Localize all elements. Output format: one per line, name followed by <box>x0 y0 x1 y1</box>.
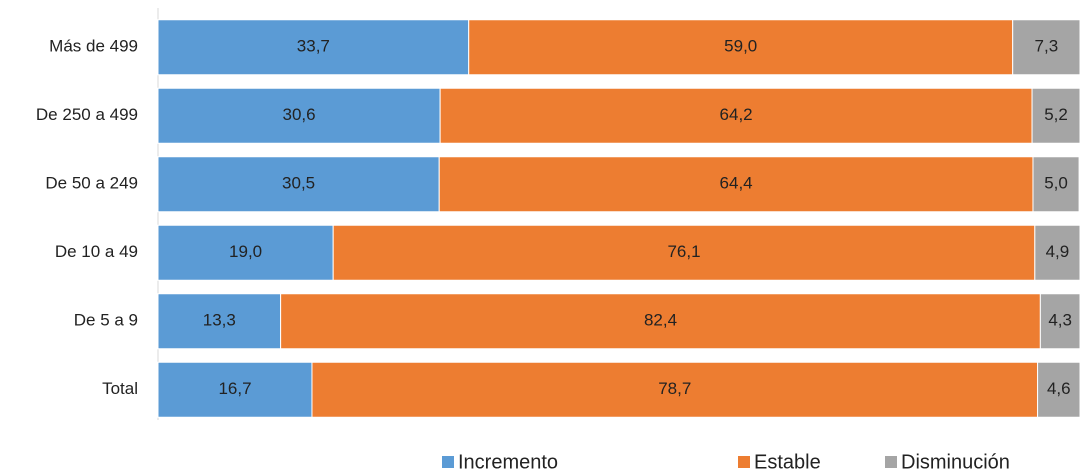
bar-segment <box>157 19 470 76</box>
data-label: 4,9 <box>1046 242 1070 261</box>
data-label: 19,0 <box>229 242 262 261</box>
data-label: 13,3 <box>203 311 236 330</box>
data-label: 4,3 <box>1048 311 1072 330</box>
legend-swatch <box>442 456 454 468</box>
data-label: 78,7 <box>658 379 691 398</box>
data-label: 82,4 <box>644 311 677 330</box>
y-tick-label: De 5 a 9 <box>74 311 138 330</box>
bar-segment <box>332 224 1036 281</box>
legend-label: Disminución <box>901 451 1010 473</box>
data-label: 30,6 <box>283 105 316 124</box>
data-label: 5,0 <box>1044 174 1068 193</box>
y-tick-label: Total <box>102 379 138 398</box>
legend-swatch <box>885 456 897 468</box>
bar-segment <box>157 224 334 281</box>
y-tick-label: De 10 a 49 <box>55 242 138 261</box>
y-tick-label: De 250 a 499 <box>36 105 138 124</box>
data-label: 30,5 <box>282 174 315 193</box>
data-label: 4,6 <box>1047 379 1071 398</box>
data-label: 33,7 <box>297 37 330 56</box>
y-tick-label: Más de 499 <box>49 37 138 56</box>
bar-segment <box>468 19 1014 76</box>
legend-swatch <box>738 456 750 468</box>
data-label: 59,0 <box>724 37 757 56</box>
legend-label: Estable <box>754 451 821 473</box>
bar-segment <box>1012 19 1080 76</box>
bar-segment <box>1032 156 1080 213</box>
bar-segment <box>311 361 1039 418</box>
y-tick-label: De 50 a 249 <box>45 174 138 193</box>
bar-segment <box>1039 293 1080 350</box>
bar-segment <box>438 156 1034 213</box>
bar-segment <box>157 293 282 350</box>
bar-segment <box>157 156 440 213</box>
bar-segment <box>1031 87 1080 144</box>
legend-label: Incremento <box>458 451 558 473</box>
data-label: 64,4 <box>720 174 753 193</box>
data-label: 7,3 <box>1035 37 1059 56</box>
bar-segment <box>1034 224 1080 281</box>
data-label: 64,2 <box>720 105 753 124</box>
data-label: 76,1 <box>667 242 700 261</box>
data-label: 5,2 <box>1044 105 1068 124</box>
bar-segment <box>1037 361 1080 418</box>
data-label: 16,7 <box>218 379 251 398</box>
bar-segment <box>157 361 313 418</box>
